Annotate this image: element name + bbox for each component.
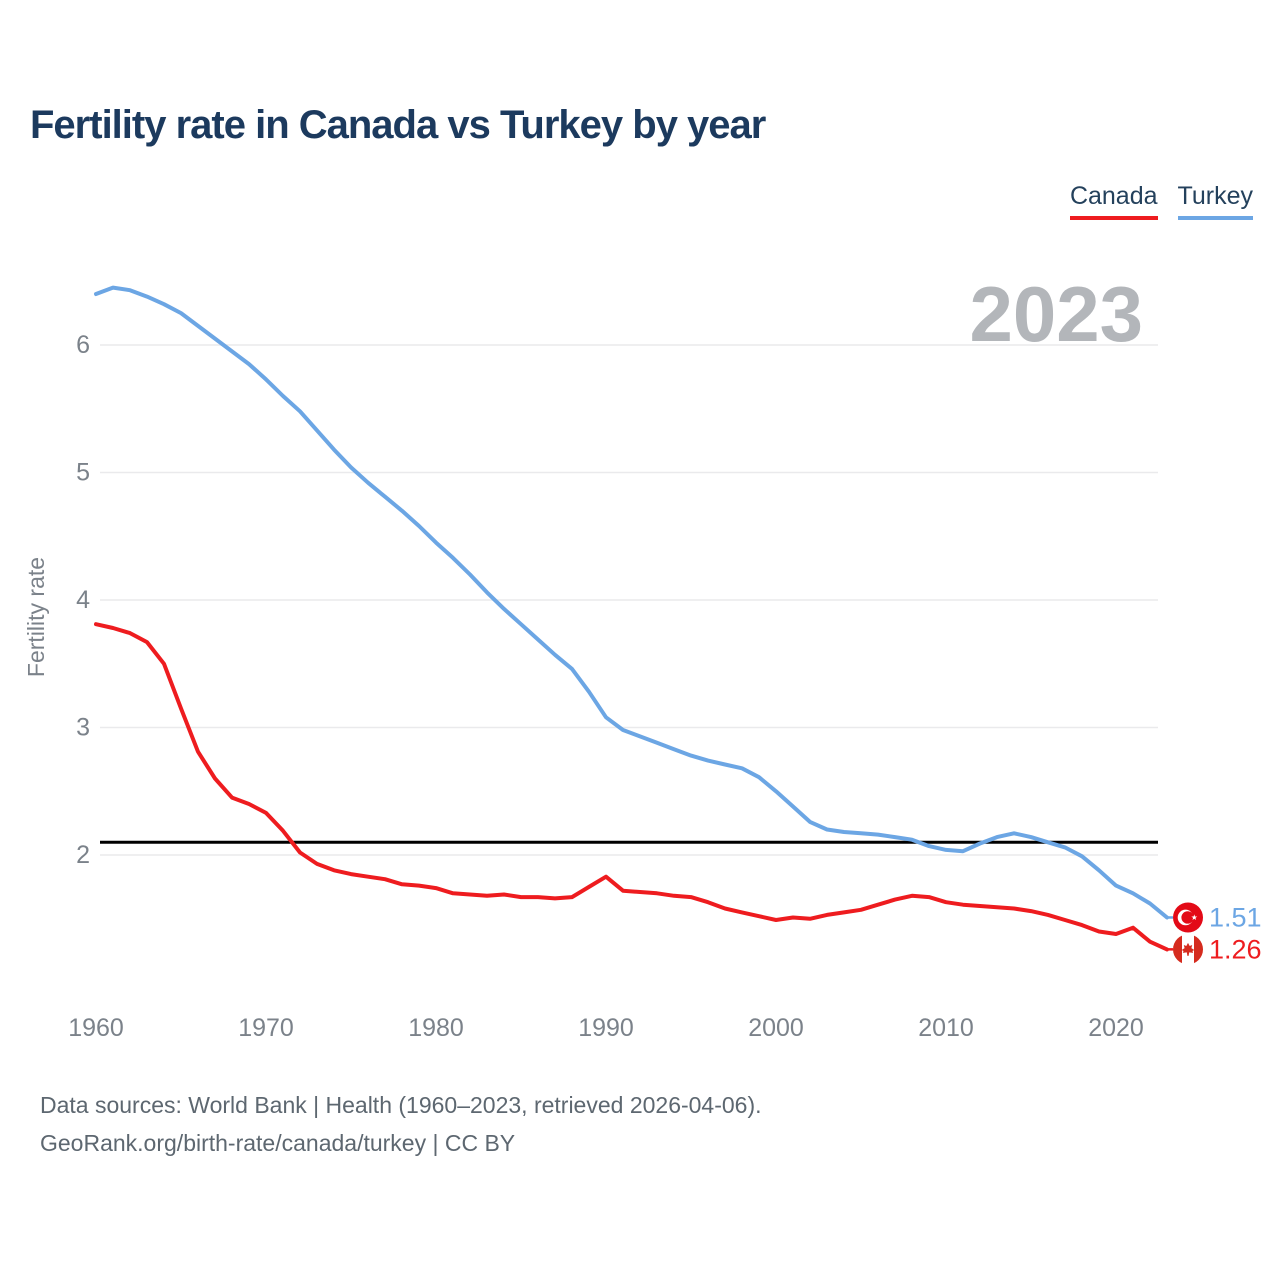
legend-item-turkey[interactable]: Turkey bbox=[1177, 182, 1253, 220]
y-axis-title: Fertility rate bbox=[23, 557, 49, 677]
canada-flag-icon bbox=[1173, 934, 1203, 965]
turkey-flag-icon bbox=[1173, 902, 1203, 933]
y-tick-label: 3 bbox=[76, 714, 90, 742]
x-tick-label: 2020 bbox=[1088, 1014, 1144, 1042]
x-tick-label: 2000 bbox=[748, 1014, 804, 1042]
x-tick-label: 1980 bbox=[408, 1014, 464, 1042]
turkey-line bbox=[94, 285, 1169, 920]
watermark-year: 2023 bbox=[969, 270, 1143, 358]
turkey-end-value: 1.51 bbox=[1209, 902, 1262, 932]
x-tick-label: 2010 bbox=[918, 1014, 974, 1042]
star-shape bbox=[1191, 914, 1198, 920]
data-sources-text: Data sources: World Bank | Health (1960–… bbox=[40, 1092, 762, 1118]
attribution-text: GeoRank.org/birth-rate/canada/turkey | C… bbox=[40, 1130, 516, 1156]
y-tick-label: 2 bbox=[76, 841, 90, 869]
x-tick-label: 1970 bbox=[238, 1014, 294, 1042]
y-tick-label: 4 bbox=[76, 586, 90, 614]
x-tick-label: 1990 bbox=[578, 1014, 634, 1042]
legend: Canada Turkey bbox=[1069, 182, 1253, 220]
x-tick-label: 1960 bbox=[68, 1014, 124, 1042]
canada-line bbox=[94, 622, 1169, 952]
page-title: Fertility rate in Canada vs Turkey by ye… bbox=[30, 103, 766, 147]
y-tick-label: 6 bbox=[76, 331, 90, 359]
y-tick-label: 5 bbox=[76, 459, 90, 487]
canada-end-value: 1.26 bbox=[1209, 934, 1262, 964]
footer: Data sources: World Bank | Health (1960–… bbox=[40, 1086, 762, 1162]
legend-item-canada[interactable]: Canada bbox=[1069, 182, 1158, 220]
